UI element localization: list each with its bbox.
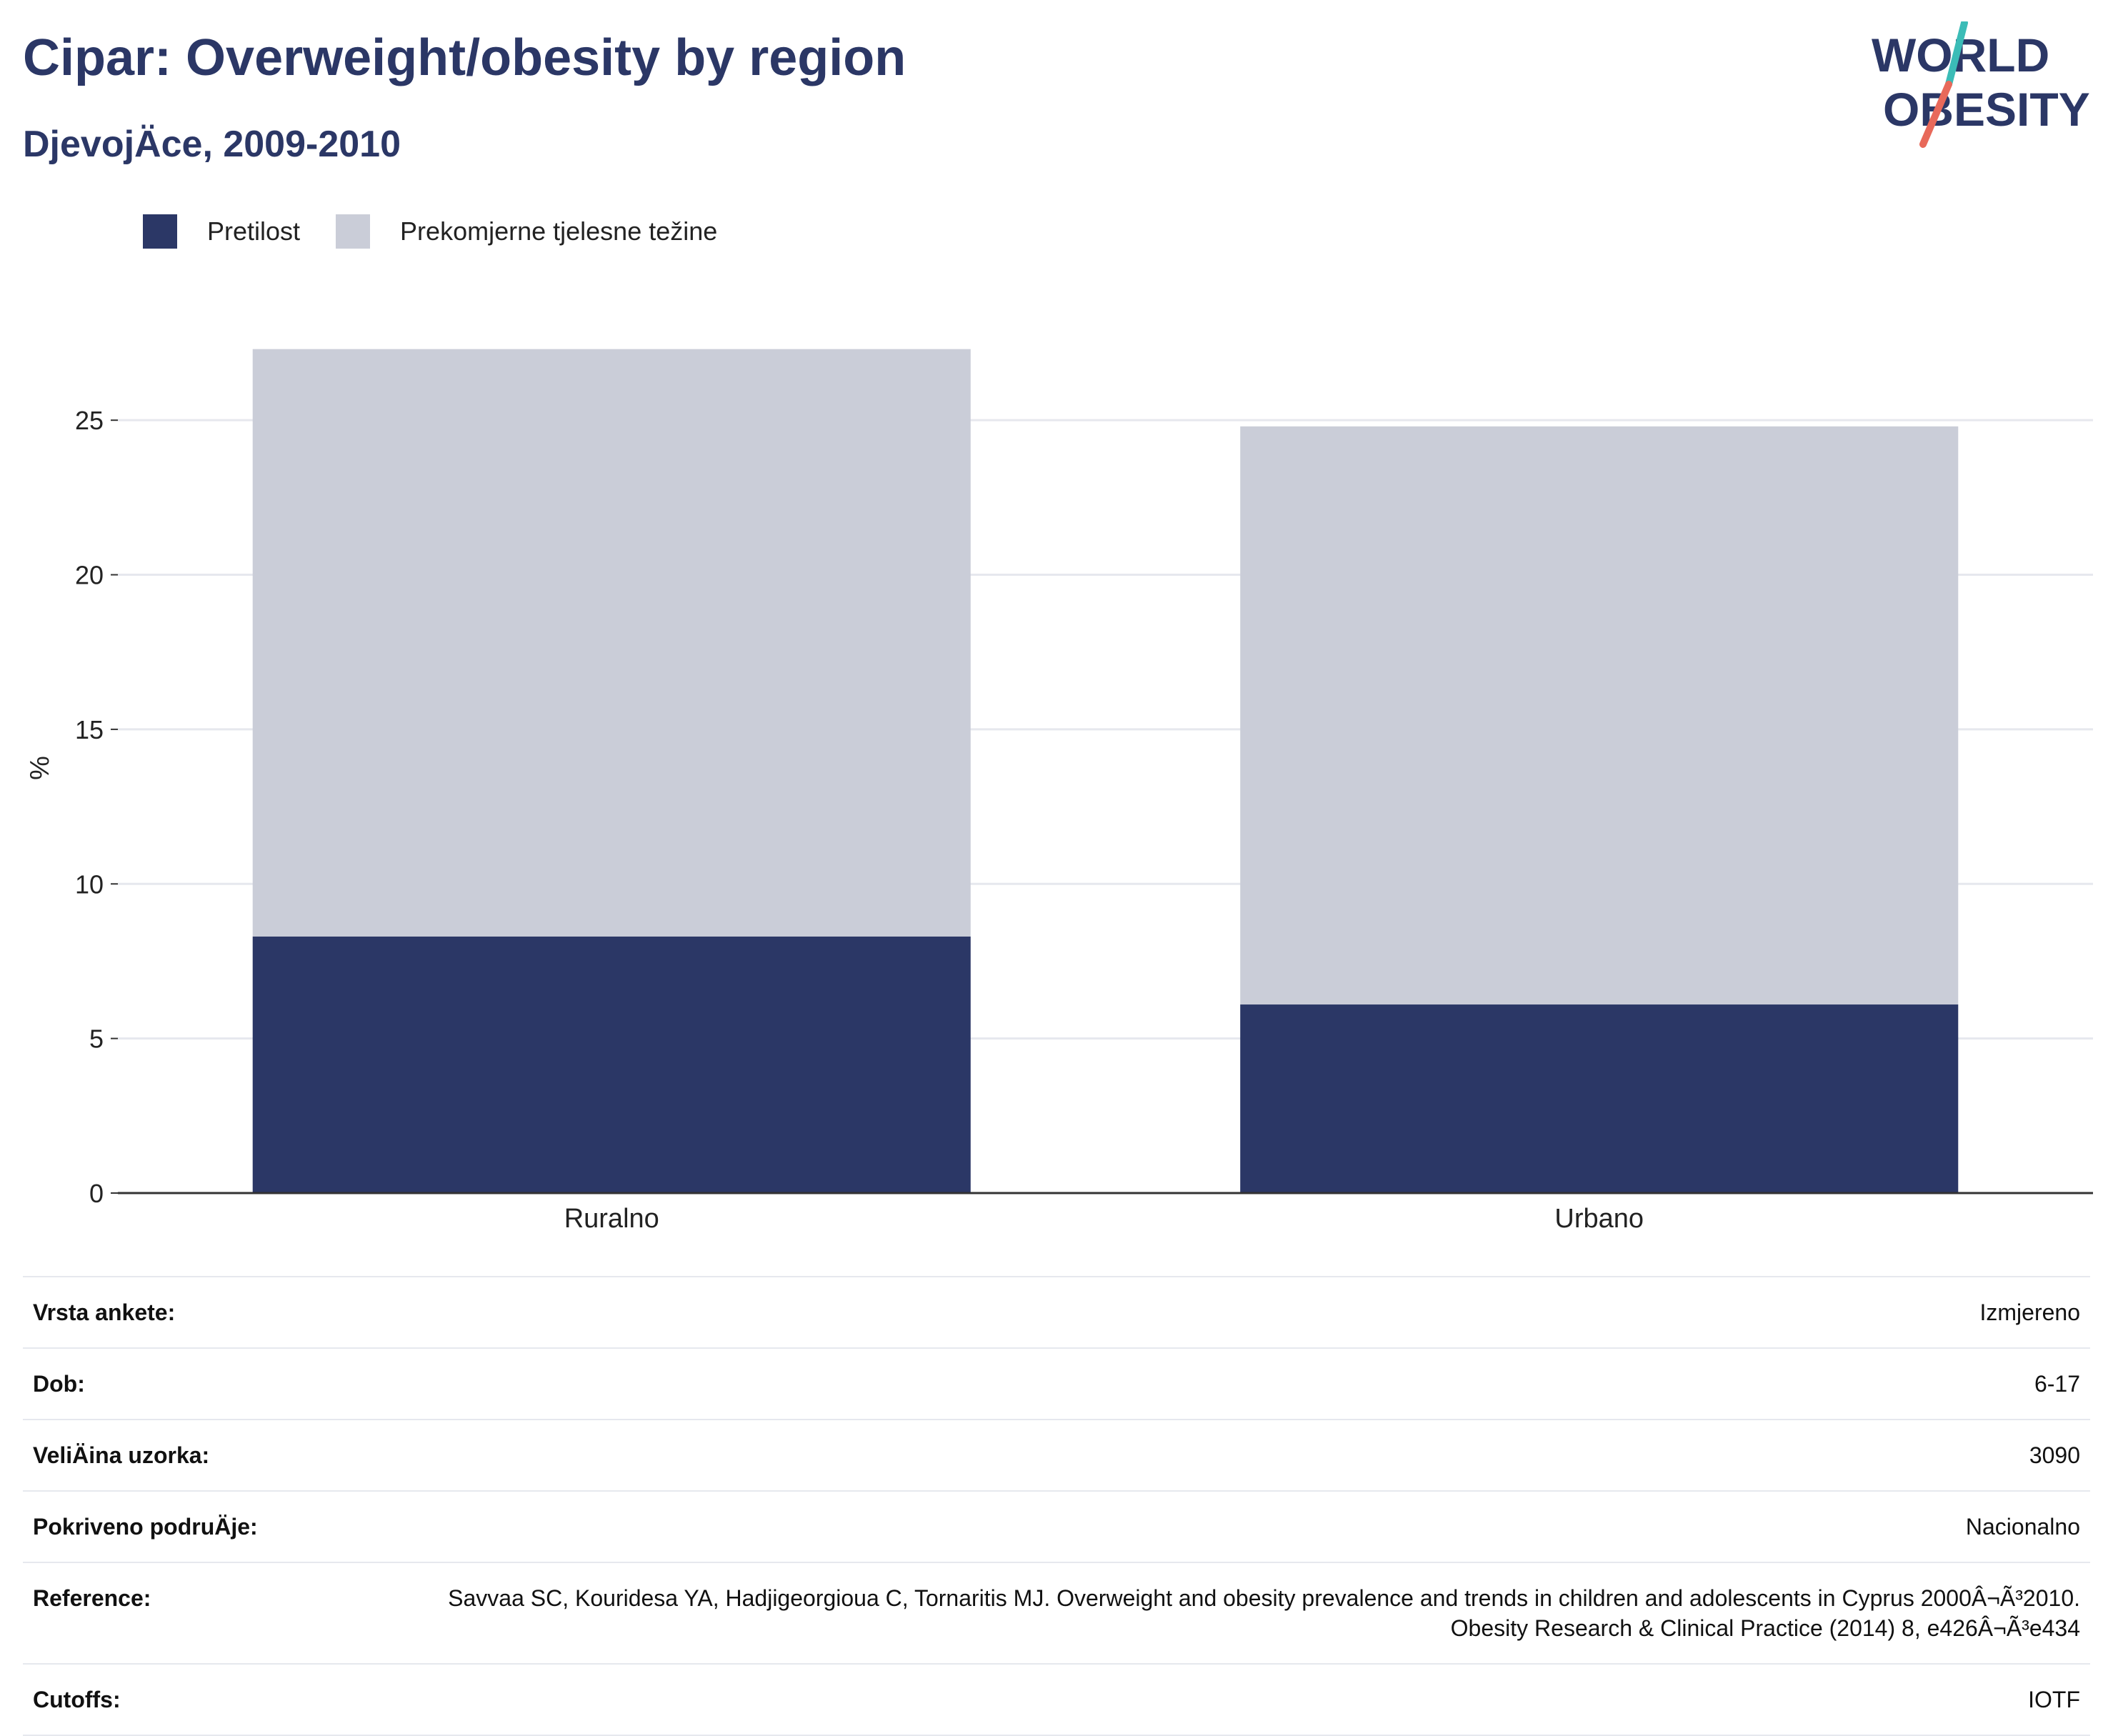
info-label: Reference: — [33, 1585, 151, 1611]
info-label: Cutoffs: — [33, 1687, 121, 1712]
info-row-cutoffs: Cutoffs: IOTF — [23, 1663, 2090, 1736]
info-row-area-covered: Pokriveno podruÄje: Nacionalno — [23, 1490, 2090, 1562]
info-row-survey-type: Vrsta ankete: Izmjereno — [23, 1276, 2090, 1347]
legend-item-overweight[interactable]: Prekomjerne tjelesne težine — [336, 214, 717, 249]
bar-obesity-ruralno — [252, 936, 971, 1193]
legend-swatch-overweight — [336, 214, 371, 249]
y-tick-label: 20 — [75, 561, 104, 590]
legend-swatch-obesity — [143, 214, 177, 249]
logo-slash-coral — [1919, 81, 1952, 148]
x-tick-label: Ruralno — [564, 1204, 659, 1234]
info-label: VeliÄina uzorka: — [33, 1442, 210, 1468]
info-value: 6-17 — [2034, 1371, 2080, 1397]
y-tick-label: 10 — [75, 869, 104, 899]
y-tick-label: 0 — [89, 1179, 104, 1208]
legend-label-obesity: Pretilost — [207, 216, 301, 246]
y-tick-label: 25 — [75, 406, 104, 435]
bar-overweight-urbano — [1240, 426, 1959, 1005]
survey-info-table: Vrsta ankete: Izmjereno Dob: 6-17 VeliÄi… — [23, 1276, 2090, 1736]
chart-subtitle: DjevojÄce, 2009-2010 — [23, 124, 401, 165]
info-row-reference: Reference: Savvaa SC, Kouridesa YA, Hadj… — [23, 1562, 2090, 1663]
logo-word-obesity: OBESITY — [1883, 83, 2090, 136]
chart-legend: Pretilost Prekomjerne tjelesne težine — [143, 213, 753, 250]
y-tick-label: 15 — [75, 715, 104, 744]
chart-title: Cipar: Overweight/obesity by region — [23, 29, 906, 86]
bar-overweight-ruralno — [252, 349, 971, 937]
x-tick-label: Urbano — [1554, 1204, 1644, 1234]
info-label: Pokriveno podruÄje: — [33, 1514, 258, 1540]
bar-obesity-urbano — [1240, 1004, 1959, 1193]
y-axis-label: % — [25, 756, 55, 780]
logo-slash-teal — [1945, 21, 1968, 88]
info-value: 3090 — [2029, 1442, 2080, 1468]
info-row-age: Dob: 6-17 — [23, 1347, 2090, 1419]
world-obesity-logo: WORLD OBESITY — [1872, 21, 2090, 148]
info-label: Vrsta ankete: — [33, 1299, 176, 1325]
info-value: IOTF — [2028, 1687, 2080, 1712]
stacked-bar-chart: 0 5 10 15 20 25% Ruralno Urbano — [25, 349, 2093, 1234]
legend-label-overweight: Prekomjerne tjelesne težine — [400, 216, 718, 246]
legend-item-obesity[interactable]: Pretilost — [143, 214, 300, 249]
y-tick-label: 5 — [89, 1024, 104, 1054]
info-row-sample-size: VeliÄina uzorka: 3090 — [23, 1419, 2090, 1490]
info-value: Izmjereno — [1979, 1299, 2081, 1325]
info-value: Nacionalno — [1965, 1514, 2080, 1540]
info-value: Savvaa SC, Kouridesa YA, Hadjigeorgioua … — [448, 1585, 2080, 1641]
info-label: Dob: — [33, 1371, 85, 1397]
